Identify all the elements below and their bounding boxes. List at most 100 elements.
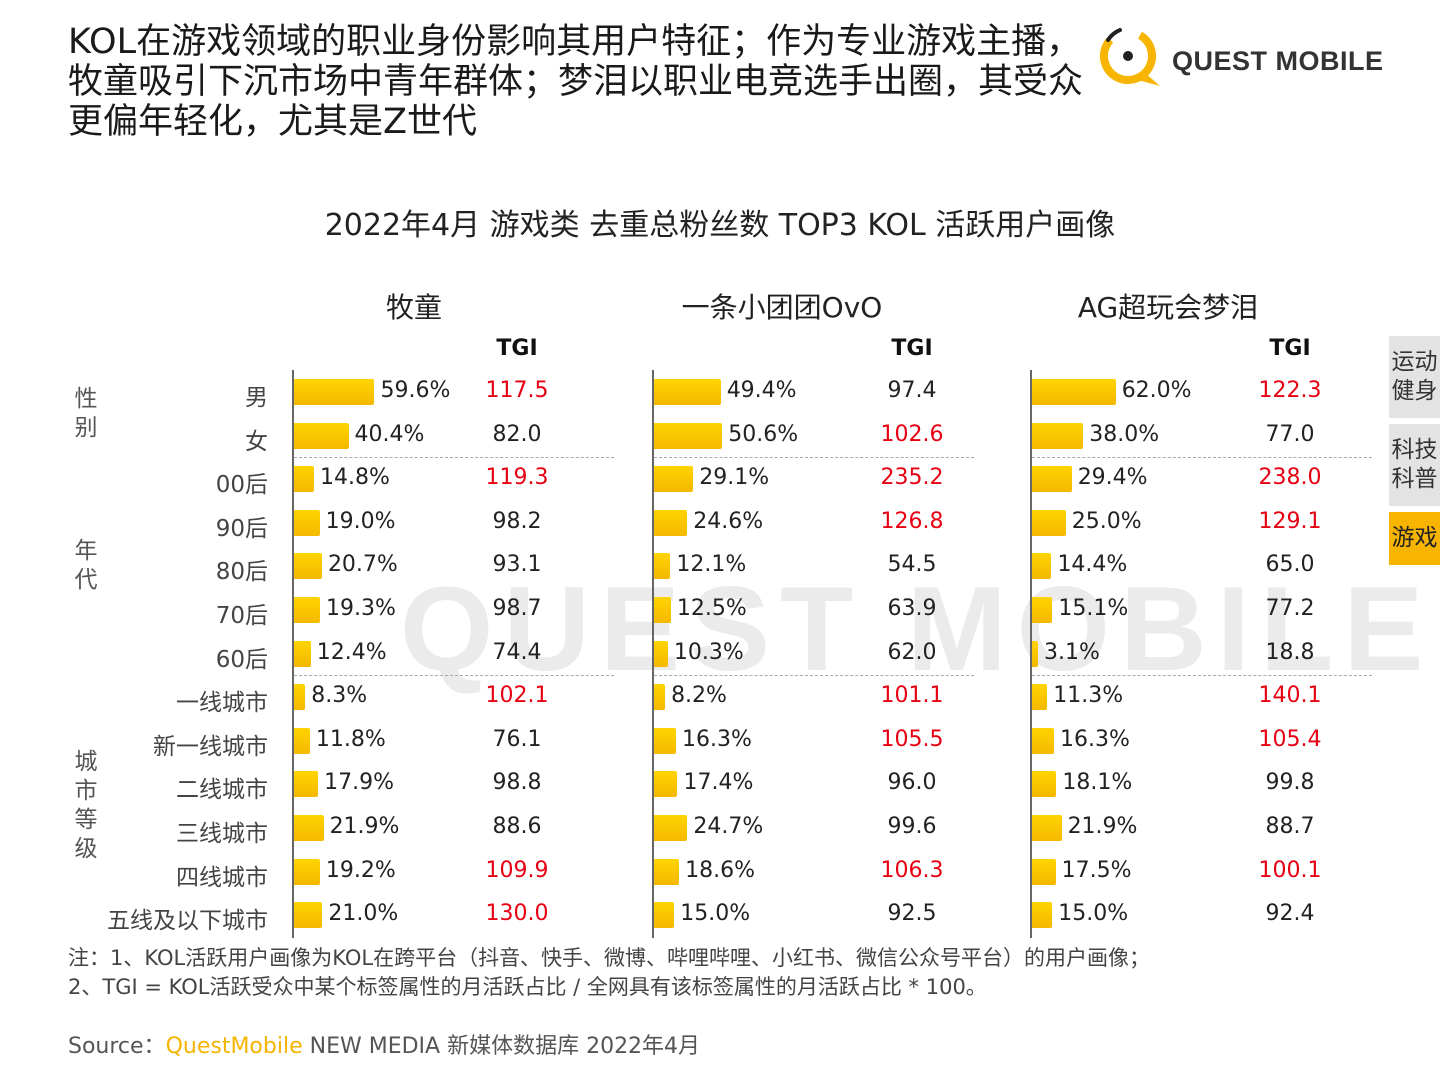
bar bbox=[654, 379, 721, 405]
value-label: 62.0% bbox=[1121, 378, 1192, 403]
series-axis bbox=[652, 370, 654, 938]
tgi-value: 100.1 bbox=[1258, 857, 1322, 883]
value-label: 24.7% bbox=[693, 814, 764, 839]
bar bbox=[654, 640, 668, 667]
tgi-value: 102.6 bbox=[880, 421, 944, 447]
bar bbox=[654, 771, 678, 798]
value-label: 40.4% bbox=[354, 421, 425, 447]
side-tab-fitness[interactable]: 运动健身 bbox=[1389, 336, 1440, 418]
series-axis bbox=[1030, 370, 1032, 938]
bar bbox=[294, 640, 311, 667]
group-label-char: 城 bbox=[74, 749, 98, 776]
value-label: 29.4% bbox=[1077, 465, 1148, 491]
value-label: 25.0% bbox=[1071, 508, 1142, 534]
tgi-value: 97.4 bbox=[887, 378, 937, 403]
row-label: 新一线城市 bbox=[153, 733, 268, 760]
bar bbox=[294, 902, 323, 929]
note-line: 2、TGI = KOL活跃受众中某个标签属性的月活跃占比 / 全网具有该标签属性… bbox=[68, 975, 987, 999]
tgi-value: 92.5 bbox=[887, 901, 937, 927]
bar bbox=[654, 902, 675, 929]
bar bbox=[1032, 858, 1056, 885]
bar bbox=[294, 771, 319, 798]
group-label-char: 年 bbox=[74, 538, 98, 565]
tgi-value: 82.0 bbox=[492, 421, 542, 447]
row-label: 五线及以下城市 bbox=[107, 908, 268, 935]
row-label: 二线城市 bbox=[176, 777, 268, 804]
bar bbox=[294, 684, 306, 711]
bar bbox=[294, 858, 320, 885]
tgi-value: 98.7 bbox=[492, 596, 542, 621]
side-tab-tech[interactable]: 科技科普 bbox=[1389, 424, 1440, 506]
source: Source：QuestMobile NEW MEDIA 新媒体数据库 2022… bbox=[68, 1028, 700, 1060]
side-tab-games[interactable]: 游戏 bbox=[1389, 512, 1440, 565]
value-label: 17.4% bbox=[683, 770, 754, 796]
tgi-value: 106.3 bbox=[880, 857, 944, 883]
bar bbox=[654, 815, 688, 841]
value-label: 38.0% bbox=[1089, 421, 1160, 447]
value-label: 11.8% bbox=[315, 726, 386, 752]
bar bbox=[294, 379, 375, 405]
tgi-value: 105.4 bbox=[1258, 726, 1322, 752]
value-label: 19.0% bbox=[325, 508, 396, 534]
tgi-value: 88.7 bbox=[1265, 814, 1315, 839]
tgi-value: 129.1 bbox=[1258, 508, 1322, 534]
bar bbox=[1032, 553, 1052, 580]
value-label: 15.0% bbox=[680, 901, 751, 927]
group-label-char: 性 bbox=[74, 385, 98, 412]
row-label: 00后 bbox=[215, 472, 268, 499]
tgi-value: 238.0 bbox=[1258, 465, 1322, 491]
row-label: 70后 bbox=[215, 603, 268, 629]
row-label: 90后 bbox=[215, 515, 268, 542]
group-label-char: 市 bbox=[74, 778, 98, 805]
value-label: 16.3% bbox=[682, 726, 752, 752]
tgi-value: 101.1 bbox=[880, 683, 944, 709]
bar bbox=[294, 466, 314, 493]
tgi-value: 76.1 bbox=[492, 726, 542, 752]
tgi-value: 130.0 bbox=[485, 901, 549, 927]
value-label: 20.7% bbox=[327, 552, 398, 578]
value-label: 8.3% bbox=[311, 683, 368, 709]
value-label: 50.6% bbox=[728, 421, 799, 447]
bar bbox=[294, 422, 349, 449]
value-label: 19.2% bbox=[325, 857, 396, 883]
tgi-value: 77.2 bbox=[1265, 596, 1315, 621]
bar bbox=[1032, 597, 1053, 623]
logo: QUEST MOBILE bbox=[1094, 22, 1394, 92]
value-label: 59.6% bbox=[380, 378, 451, 403]
row-label: 女 bbox=[245, 428, 268, 455]
quest-mobile-logo-icon bbox=[1100, 28, 1160, 86]
group-label-char: 别 bbox=[74, 414, 98, 441]
tgi-header: TGI bbox=[496, 336, 538, 361]
row-label: 一线城市 bbox=[176, 690, 268, 717]
tgi-value: 63.9 bbox=[887, 596, 937, 621]
series-title: AG超玩会梦泪 bbox=[1077, 291, 1259, 324]
bar bbox=[1032, 422, 1084, 449]
value-label: 21.9% bbox=[329, 814, 400, 839]
value-label: 24.6% bbox=[693, 508, 764, 534]
group-label-char: 级 bbox=[74, 836, 98, 863]
bar bbox=[654, 858, 680, 885]
value-label: 29.1% bbox=[699, 465, 770, 491]
value-label: 12.4% bbox=[316, 639, 387, 665]
value-label: 21.9% bbox=[1067, 814, 1138, 839]
notes: 注：1、KOL活跃用户画像为KOL在跨平台（抖音、快手、微博、哔哩哔哩、小红书、… bbox=[68, 944, 1150, 1002]
group-separator bbox=[294, 457, 614, 459]
group-separator bbox=[654, 675, 974, 677]
group-label: 性别 bbox=[72, 385, 100, 443]
bar bbox=[654, 422, 723, 449]
group-separator bbox=[1032, 457, 1372, 459]
bar bbox=[294, 509, 320, 536]
tgi-value: 88.6 bbox=[492, 814, 542, 839]
group-separator bbox=[654, 457, 974, 459]
tgi-value: 77.0 bbox=[1265, 421, 1315, 447]
tgi-value: 140.1 bbox=[1258, 683, 1322, 709]
watermark: QUEST MOBILE bbox=[400, 562, 1434, 696]
tgi-value: 99.6 bbox=[887, 814, 937, 839]
bar bbox=[1032, 466, 1072, 493]
tgi-value: 74.4 bbox=[492, 639, 542, 665]
bar bbox=[654, 727, 676, 754]
tgi-value: 102.1 bbox=[485, 683, 549, 709]
series-title: 牧童 bbox=[385, 291, 442, 324]
row-label: 80后 bbox=[215, 559, 268, 586]
headline: KOL在游戏领域的职业身份影响其用户特征；作为专业游戏主播，牧童吸引下沉市场中青… bbox=[68, 22, 1084, 142]
